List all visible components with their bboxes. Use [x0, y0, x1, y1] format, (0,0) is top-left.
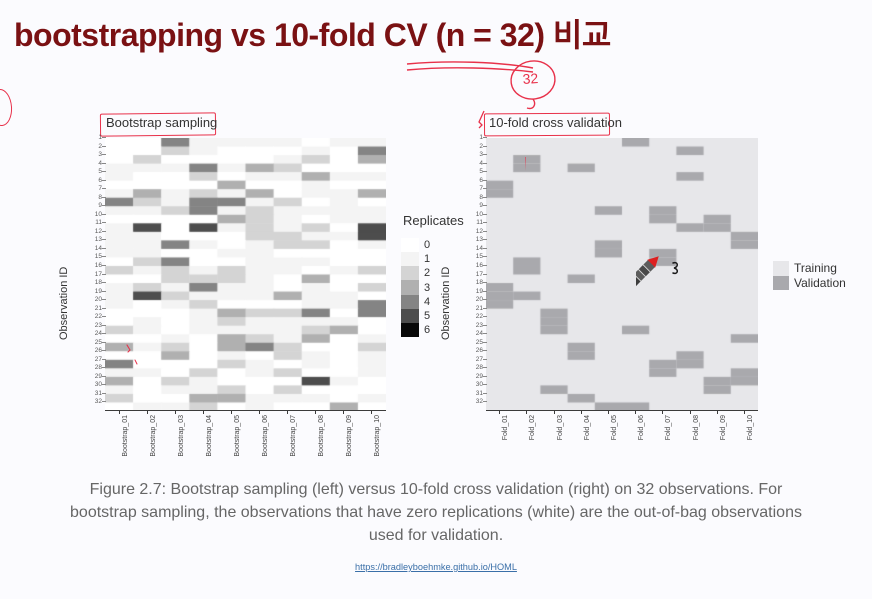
svg-text:32: 32 [522, 70, 539, 87]
